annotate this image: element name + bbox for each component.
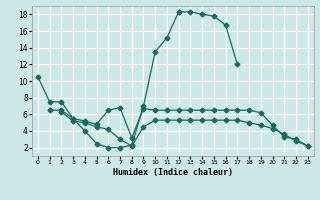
X-axis label: Humidex (Indice chaleur): Humidex (Indice chaleur) [113, 168, 233, 177]
